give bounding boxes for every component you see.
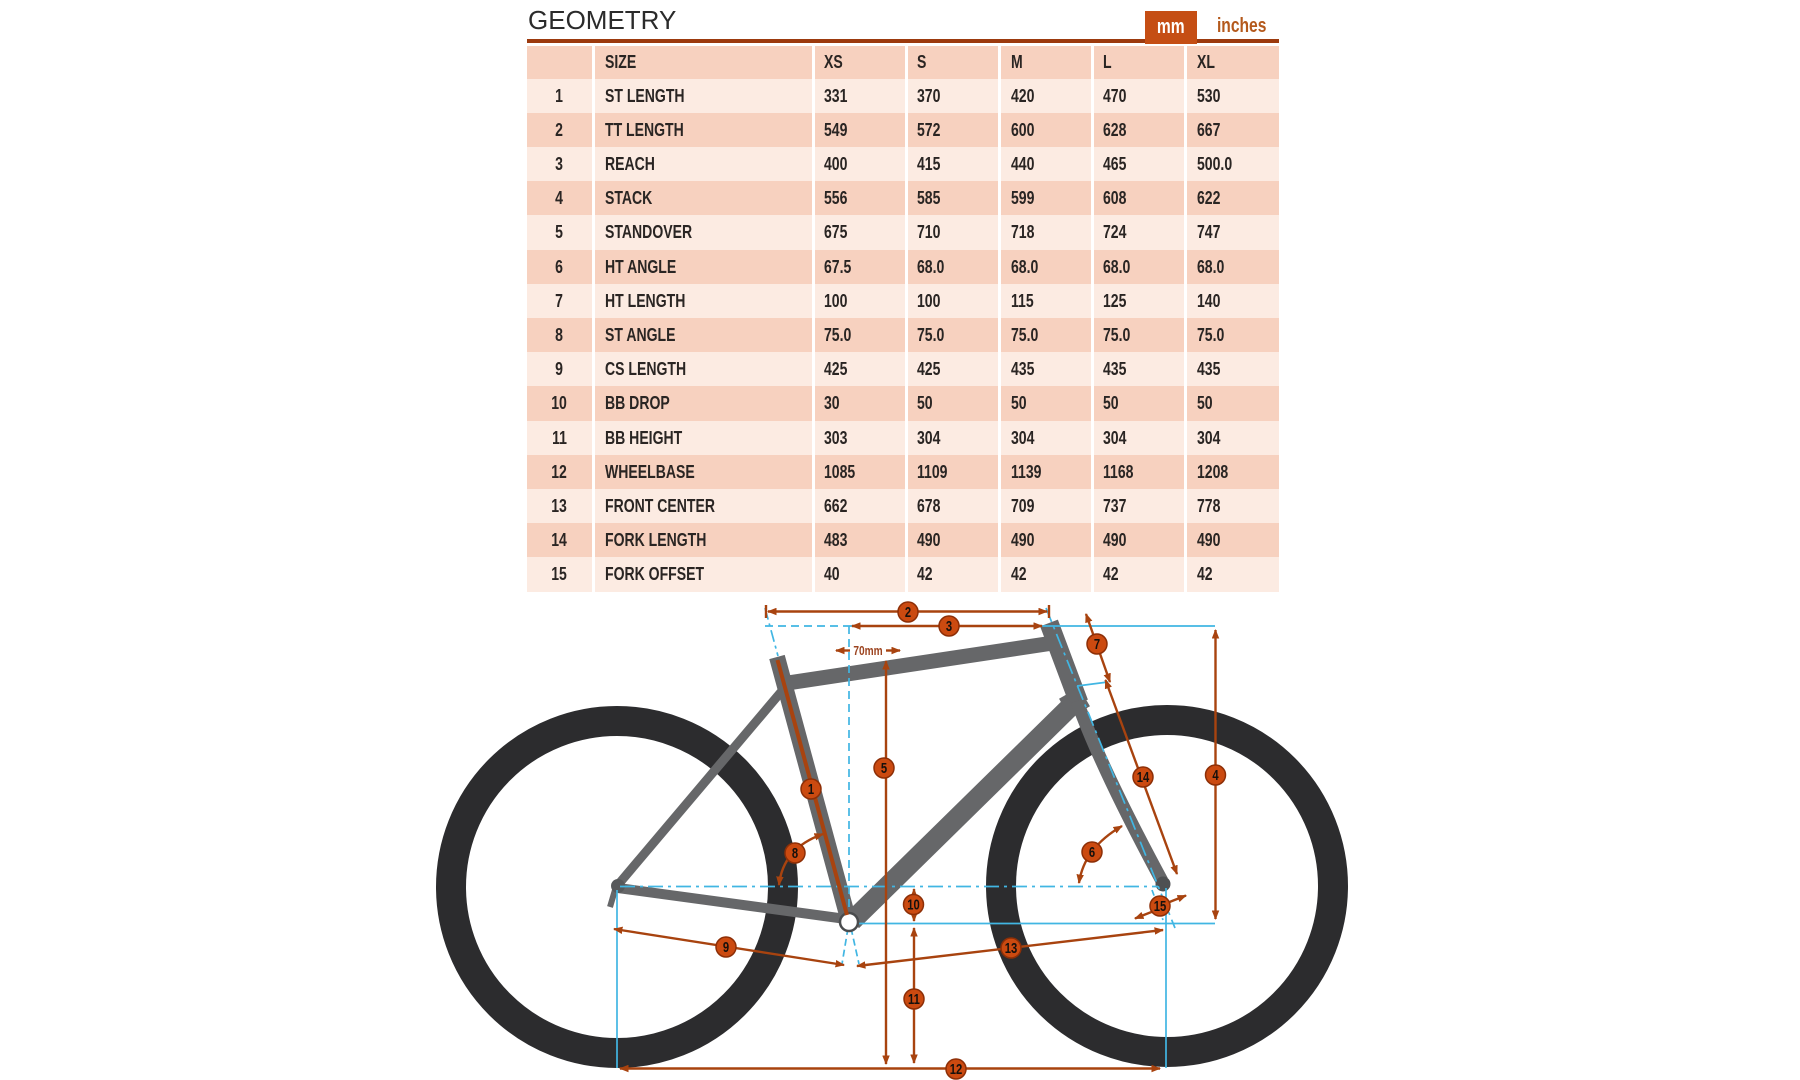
svg-text:7: 7 (1094, 636, 1100, 653)
svg-text:12: 12 (950, 1061, 963, 1078)
svg-text:13: 13 (1005, 940, 1018, 957)
svg-text:2: 2 (905, 604, 911, 621)
svg-text:5: 5 (881, 760, 887, 777)
svg-text:15: 15 (1154, 898, 1167, 915)
svg-text:1: 1 (808, 781, 814, 798)
svg-text:3: 3 (946, 618, 952, 635)
svg-text:8: 8 (792, 845, 798, 862)
svg-text:11: 11 (908, 991, 920, 1008)
svg-text:4: 4 (1212, 767, 1219, 784)
svg-text:6: 6 (1089, 844, 1095, 861)
svg-text:10: 10 (907, 896, 920, 913)
svg-text:70mm: 70mm (853, 644, 882, 658)
svg-text:9: 9 (723, 939, 729, 956)
svg-text:14: 14 (1137, 769, 1150, 786)
